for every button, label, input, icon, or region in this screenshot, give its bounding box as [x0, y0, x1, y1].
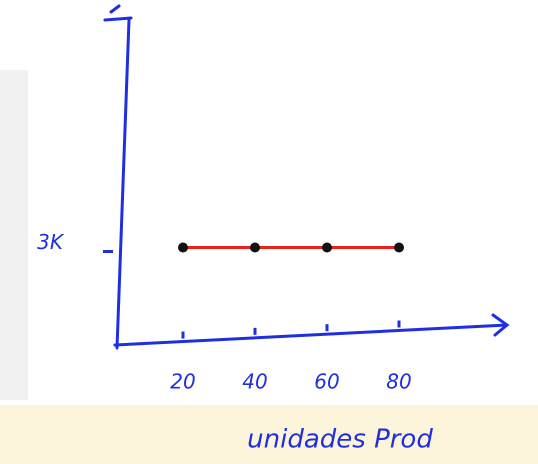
- data-point: [394, 242, 404, 253]
- x-axis-label: unidades Prod: [247, 425, 433, 455]
- x-axis: [113, 323, 509, 347]
- x-tick-label: 20: [170, 370, 195, 394]
- data-point: [322, 242, 332, 253]
- data-point: [250, 242, 260, 253]
- data-point: [178, 242, 188, 253]
- x-tick-label: 60: [314, 370, 339, 394]
- y-axis: [115, 18, 131, 350]
- y-tick-label: 3K: [37, 230, 65, 254]
- x-tick-label: 40: [242, 370, 267, 394]
- side-panel: [0, 70, 28, 400]
- x-tick-label: 80: [386, 370, 411, 394]
- x-axis-arrow: [491, 313, 510, 337]
- y-axis-arrow: [103, 4, 133, 22]
- bottom-band: [0, 405, 538, 464]
